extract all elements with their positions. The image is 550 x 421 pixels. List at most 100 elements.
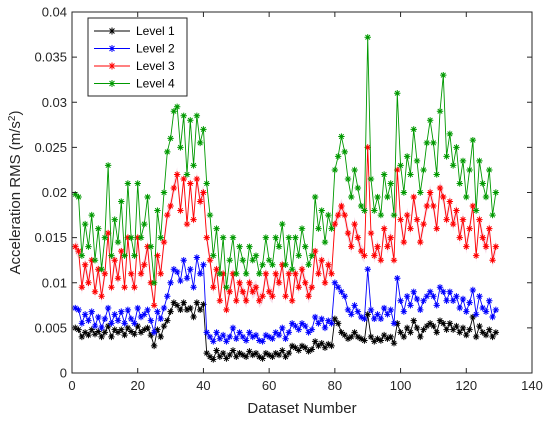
level-1-point bbox=[196, 306, 204, 314]
level-1-point bbox=[331, 315, 339, 323]
level-4-point bbox=[400, 189, 408, 196]
y-tick-label: 0.04 bbox=[42, 5, 67, 20]
level-3-point bbox=[265, 288, 273, 295]
level-3-point bbox=[390, 256, 398, 264]
level-3-point bbox=[318, 256, 325, 264]
level-2-point bbox=[196, 270, 204, 277]
level-3-point bbox=[239, 288, 247, 295]
level-2-point bbox=[292, 322, 299, 330]
level-3-point bbox=[446, 198, 454, 205]
level-2-point bbox=[344, 306, 352, 314]
level-2-point bbox=[377, 315, 385, 323]
level-2-point bbox=[285, 329, 293, 336]
level-1-point bbox=[305, 348, 312, 355]
level-3-point bbox=[364, 144, 371, 151]
level-1-point bbox=[114, 329, 122, 336]
level-4-point bbox=[380, 171, 388, 178]
level-3-point bbox=[476, 216, 483, 223]
level-2-point bbox=[141, 311, 148, 318]
level-4-point bbox=[98, 266, 105, 273]
series-layer bbox=[72, 34, 500, 363]
level-2-point bbox=[489, 313, 496, 321]
level-3-point bbox=[440, 193, 447, 201]
legend-item-level-3: Level 3 bbox=[94, 59, 175, 73]
level-4-point bbox=[246, 243, 253, 250]
level-2-point bbox=[338, 288, 345, 295]
level-3-point bbox=[387, 234, 394, 241]
level-4-point bbox=[242, 270, 250, 277]
level-4-point bbox=[252, 252, 260, 259]
level-3-point bbox=[308, 284, 316, 291]
level-4-point bbox=[236, 243, 243, 250]
x-tick-label: 60 bbox=[262, 378, 276, 393]
level-3-point bbox=[325, 261, 332, 268]
level-2-point bbox=[446, 288, 454, 295]
level-2-point bbox=[233, 335, 240, 342]
level-1-point bbox=[394, 320, 401, 327]
level-4-point bbox=[104, 162, 112, 169]
level-3-point bbox=[321, 279, 329, 286]
level-3-point bbox=[141, 261, 148, 268]
level-1-point bbox=[269, 353, 276, 360]
level-4-point bbox=[459, 157, 467, 165]
level-3-point bbox=[75, 247, 82, 255]
level-2-point bbox=[226, 333, 233, 341]
level-4-point bbox=[124, 180, 132, 187]
level-2-point bbox=[150, 329, 158, 336]
level-1-point bbox=[482, 331, 490, 339]
level-4-point bbox=[229, 234, 237, 241]
level-1-point bbox=[436, 317, 444, 324]
x-tick-label: 0 bbox=[68, 378, 75, 393]
level-3-point bbox=[177, 207, 184, 214]
level-1-point bbox=[459, 324, 467, 332]
legend-swatch-marker bbox=[108, 27, 116, 35]
level-2-point bbox=[127, 315, 135, 323]
level-3-point bbox=[246, 279, 253, 286]
level-3-point bbox=[216, 297, 224, 304]
level-1-point bbox=[354, 333, 362, 341]
level-1-point bbox=[265, 351, 273, 359]
level-1-point bbox=[259, 355, 266, 362]
level-3-point bbox=[436, 184, 444, 192]
level-2-point bbox=[456, 304, 463, 312]
level-4-point bbox=[295, 252, 302, 259]
level-4-point bbox=[351, 166, 358, 174]
level-2-point bbox=[387, 306, 394, 314]
level-1-point bbox=[246, 348, 253, 355]
level-2-point bbox=[190, 284, 197, 291]
level-3-point bbox=[311, 247, 319, 255]
level-2-point bbox=[367, 306, 375, 314]
level-1-point bbox=[262, 349, 270, 357]
level-3-point bbox=[249, 288, 256, 295]
level-4-point bbox=[206, 211, 214, 219]
level-1-point bbox=[433, 329, 440, 336]
level-1-point bbox=[111, 326, 118, 333]
level-2-point bbox=[193, 254, 201, 261]
level-1-point bbox=[256, 353, 263, 360]
level-3-point bbox=[394, 166, 401, 174]
level-1-point bbox=[443, 326, 450, 333]
level-2-point bbox=[98, 324, 105, 332]
level-2-point bbox=[351, 302, 358, 309]
level-4-point bbox=[426, 117, 434, 124]
level-1-point bbox=[85, 331, 92, 339]
level-1-point bbox=[380, 331, 388, 339]
level-2-point bbox=[318, 315, 325, 323]
level-4-point bbox=[85, 243, 92, 250]
level-3-point bbox=[137, 270, 145, 277]
level-4-point bbox=[272, 234, 279, 241]
level-3-point bbox=[262, 270, 270, 277]
level-4-point bbox=[397, 162, 404, 169]
level-2-point bbox=[423, 293, 431, 300]
level-2-point bbox=[187, 266, 194, 273]
level-1-point bbox=[315, 342, 322, 350]
level-3-point bbox=[443, 216, 450, 223]
level-3-point bbox=[187, 180, 194, 187]
y-axis-title-close: ) bbox=[7, 111, 24, 116]
level-4-point bbox=[187, 117, 194, 124]
level-3-point bbox=[104, 229, 112, 237]
level-1-point bbox=[469, 313, 477, 321]
level-2-point bbox=[357, 313, 365, 321]
level-4-point bbox=[469, 136, 477, 144]
level-4-point bbox=[121, 252, 128, 259]
